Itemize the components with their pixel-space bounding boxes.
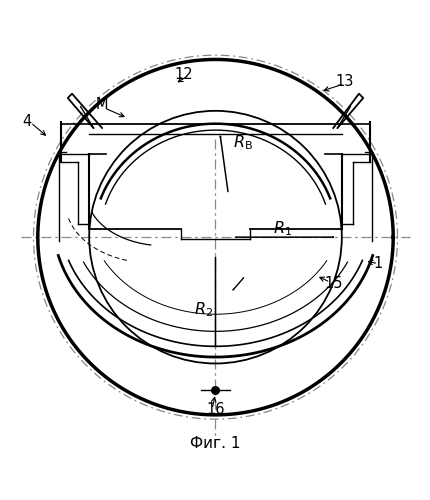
Text: 12: 12	[175, 66, 193, 82]
Text: M: M	[95, 96, 108, 112]
Text: 4: 4	[22, 114, 31, 129]
Text: 15: 15	[324, 276, 342, 290]
Text: $R_2$: $R_2$	[194, 300, 213, 319]
Text: 16: 16	[206, 402, 224, 416]
Text: Фиг. 1: Фиг. 1	[190, 436, 240, 451]
Text: $R_1$: $R_1$	[273, 219, 292, 238]
Text: $R_{\mathrm{B}}$: $R_{\mathrm{B}}$	[232, 133, 252, 152]
Text: 1: 1	[372, 256, 381, 271]
Text: 13: 13	[335, 74, 353, 90]
